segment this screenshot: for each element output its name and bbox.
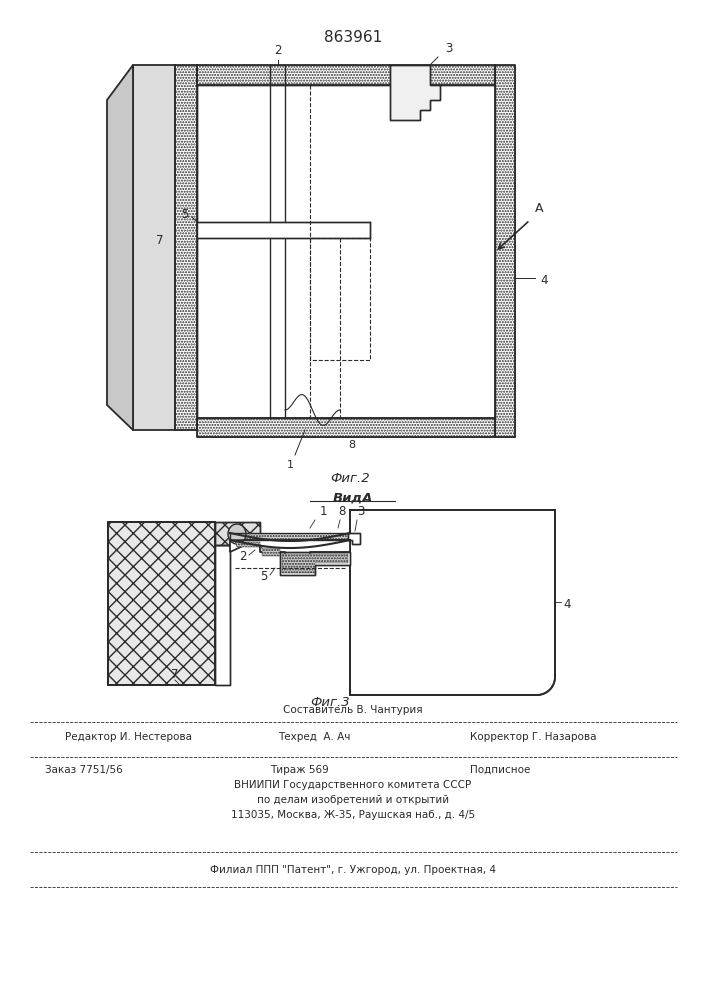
- Polygon shape: [175, 65, 197, 430]
- Text: Редактор И. Нестерова: Редактор И. Нестерова: [65, 732, 192, 742]
- Text: 2: 2: [240, 550, 247, 564]
- Text: A: A: [535, 202, 544, 215]
- Polygon shape: [215, 545, 230, 685]
- Polygon shape: [107, 65, 133, 430]
- Text: 1: 1: [320, 505, 327, 518]
- Text: Фиг.2: Фиг.2: [330, 472, 370, 485]
- Text: 4: 4: [540, 273, 547, 286]
- Text: 4: 4: [563, 598, 571, 611]
- Text: ВНИИПИ Государственного комитета СССР: ВНИИПИ Государственного комитета СССР: [235, 780, 472, 790]
- Polygon shape: [215, 522, 260, 545]
- Text: Заказ 7751/56: Заказ 7751/56: [45, 765, 123, 775]
- Text: 1: 1: [286, 460, 293, 470]
- Polygon shape: [197, 85, 495, 418]
- Text: Техред  А. Ач: Техред А. Ач: [278, 732, 351, 742]
- Text: Филиал ППП "Патент", г. Ужгород, ул. Проектная, 4: Филиал ППП "Патент", г. Ужгород, ул. Про…: [210, 865, 496, 875]
- Text: 3: 3: [357, 505, 364, 518]
- Text: 5: 5: [261, 570, 268, 584]
- Text: 7: 7: [171, 668, 179, 682]
- Polygon shape: [495, 65, 515, 437]
- Text: 5: 5: [182, 209, 189, 222]
- Polygon shape: [197, 65, 495, 85]
- Polygon shape: [230, 540, 350, 562]
- Polygon shape: [282, 554, 348, 573]
- Polygon shape: [280, 552, 350, 575]
- Text: 863961: 863961: [324, 29, 382, 44]
- Text: 8: 8: [338, 505, 346, 518]
- Text: 7: 7: [156, 233, 164, 246]
- Text: Корректор Г. Назарова: Корректор Г. Назарова: [470, 732, 597, 742]
- Polygon shape: [197, 222, 370, 238]
- Polygon shape: [390, 65, 440, 120]
- Text: 2: 2: [274, 44, 282, 57]
- Polygon shape: [133, 65, 175, 430]
- Text: Подписное: Подписное: [470, 765, 530, 775]
- Ellipse shape: [228, 524, 246, 544]
- Polygon shape: [350, 510, 555, 695]
- Text: Фиг.3: Фиг.3: [310, 696, 350, 708]
- Polygon shape: [197, 418, 495, 437]
- Polygon shape: [348, 533, 360, 544]
- Text: Составитель В. Чантурия: Составитель В. Чантурия: [284, 705, 423, 715]
- Text: 113035, Москва, Ж-35, Раушская наб., д. 4/5: 113035, Москва, Ж-35, Раушская наб., д. …: [231, 810, 475, 820]
- Polygon shape: [230, 533, 350, 540]
- Text: Тираж 569: Тираж 569: [270, 765, 329, 775]
- Polygon shape: [108, 522, 215, 685]
- Polygon shape: [235, 542, 280, 556]
- Text: по делам изобретений и открытий: по делам изобретений и открытий: [257, 795, 449, 805]
- Text: ВидA: ВидA: [333, 491, 373, 504]
- Text: 3: 3: [445, 42, 452, 55]
- Text: 8: 8: [348, 440, 355, 450]
